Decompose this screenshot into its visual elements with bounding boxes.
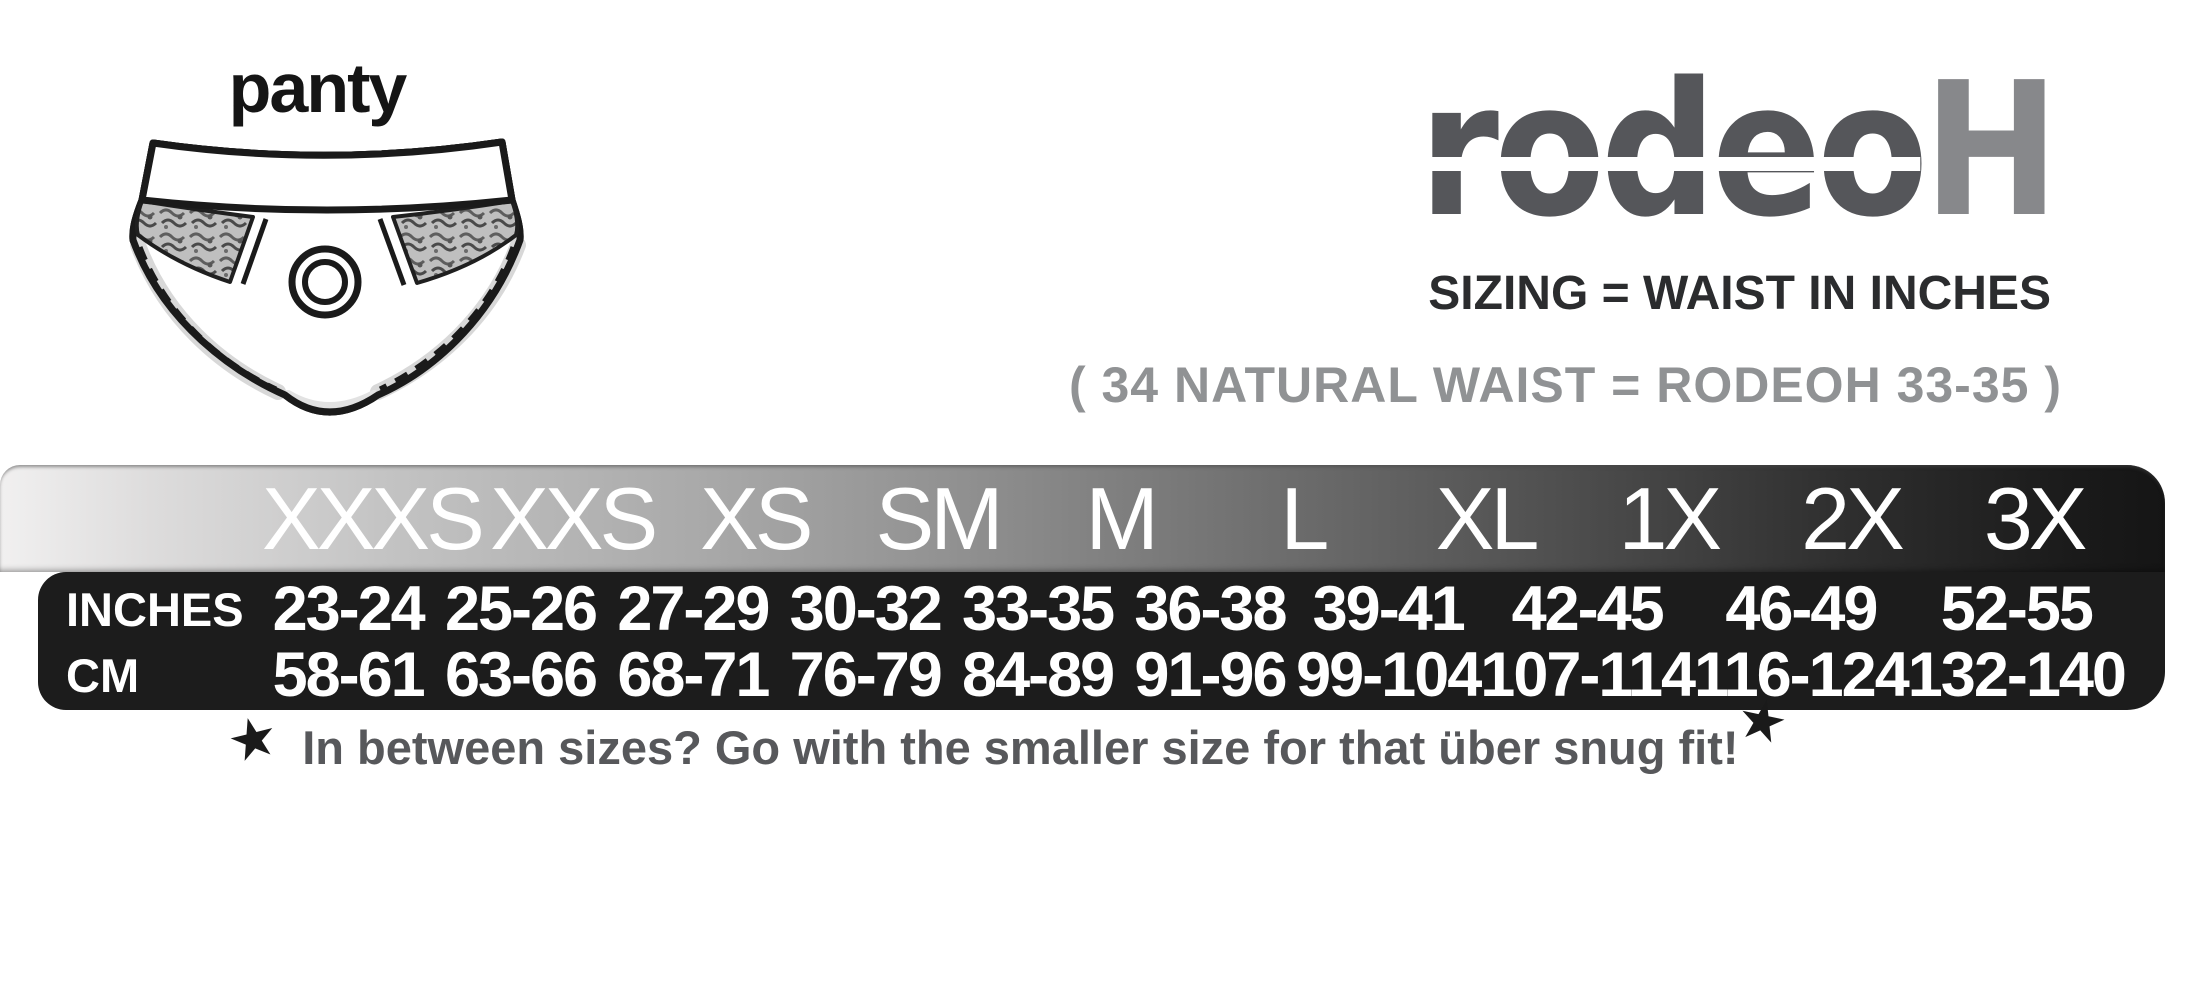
inches-cell: 23-24	[272, 573, 426, 644]
size-column-header: 3X	[1983, 468, 2088, 568]
cm-cell: 107-114	[1480, 639, 1696, 710]
size-column-header: XXXS	[262, 468, 485, 568]
panty-illustration	[128, 135, 528, 427]
row-label-cm: CM	[66, 648, 140, 702]
inches-cell: 25-26	[444, 573, 598, 644]
inches-cell: 30-32	[789, 573, 943, 644]
stitch-line-right	[378, 246, 516, 392]
seam-left	[240, 218, 269, 285]
brand-logo: rodeoH	[1409, 42, 2059, 258]
cm-cell: 68-71	[617, 639, 770, 710]
sizing-tagline: SIZING = WAIST IN INCHES	[1428, 267, 2051, 320]
inches-cell: 36-38	[1134, 573, 1287, 644]
brand-logo-h: H	[1923, 42, 2059, 258]
size-column-header: XXS	[490, 468, 658, 568]
inches-cell: 52-55	[1940, 573, 2094, 644]
size-header-bar: XXXS XXS XS SM M L XL 1X 2X 3X	[0, 465, 2165, 572]
cm-cell: 132-140	[1907, 639, 2127, 710]
size-column-header: L	[1280, 468, 1329, 568]
waist-conversion-note: ( 34 NATURAL WAIST = RODEOH 33-35 )	[1068, 357, 2062, 413]
waistband	[138, 138, 516, 214]
size-column-header: 1X	[1618, 468, 1722, 568]
footnote-text: In between sizes? Go with the smaller si…	[302, 721, 1739, 774]
cm-cell: 99-104	[1296, 639, 1482, 710]
inches-cell: 39-41	[1312, 573, 1466, 644]
cm-cell: 84-89	[962, 639, 1115, 710]
inches-cell: 33-35	[962, 573, 1115, 644]
cm-cell: 76-79	[789, 639, 943, 710]
footnote: ★ In between sizes? Go with the smaller …	[221, 685, 1793, 778]
panty-label: panty	[228, 49, 408, 127]
size-column-header: 2X	[1801, 468, 1905, 568]
o-ring-inner	[302, 259, 348, 305]
row-label-inches: INCHES	[66, 582, 244, 636]
brand-logo-rodeo: rodeo	[1409, 42, 1928, 258]
lace-panel-right	[391, 199, 520, 285]
size-header-grid: XXXS XXS XS SM M L XL 1X 2X 3X	[262, 465, 2125, 572]
star-icon: ★	[1730, 684, 1794, 759]
seam-right	[377, 218, 407, 286]
star-icon: ★	[220, 701, 286, 778]
panty-drawing-svg	[129, 138, 526, 416]
cm-cell: 116-124	[1694, 639, 1910, 710]
size-column-header: SM	[875, 468, 1004, 568]
size-column-header: M	[1085, 468, 1159, 568]
size-column-header: XL	[1435, 468, 1540, 568]
lace-panel-left	[134, 199, 255, 284]
cm-cell: 63-66	[444, 639, 598, 710]
inches-cell: 27-29	[617, 573, 770, 644]
cm-cell: 58-61	[272, 639, 426, 710]
inches-cell: 46-49	[1725, 573, 1878, 644]
size-table-grid: INCHES 23-24 25-26 27-29 30-32 33-35 36-…	[38, 573, 2127, 710]
cm-cell: 91-96	[1134, 639, 1287, 710]
size-column-header: XS	[700, 468, 813, 568]
size-table-bar: INCHES 23-24 25-26 27-29 30-32 33-35 36-…	[38, 572, 2165, 710]
inches-cell: 42-45	[1511, 573, 1665, 644]
